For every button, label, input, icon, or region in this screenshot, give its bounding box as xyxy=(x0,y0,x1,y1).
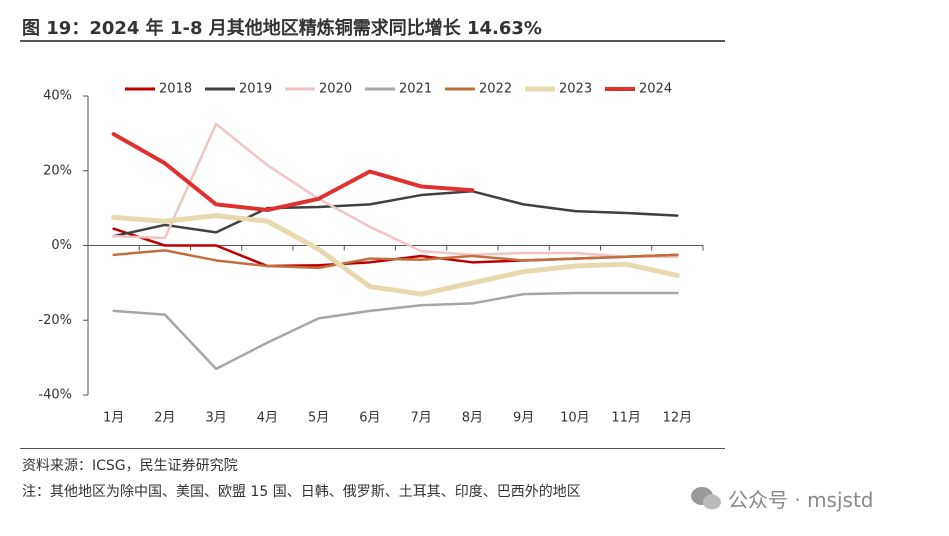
x-tick-label: 10月 xyxy=(560,411,590,426)
x-tick-label: 4月 xyxy=(257,411,278,426)
chart: -40% -20% 0% 20% 40% 1月 2月 3月 4月 5月 6月 7月 8月 9月 10月 11月… xyxy=(38,82,704,426)
footer-rule xyxy=(20,448,725,449)
series-line xyxy=(112,122,679,258)
series-line xyxy=(111,132,475,212)
y-tick-label: 40% xyxy=(43,89,72,104)
watermark: 公众号 · msjstd xyxy=(728,488,874,512)
legend-label: 2020 xyxy=(319,82,352,97)
legend-label: 2021 xyxy=(399,82,432,97)
series-line xyxy=(111,213,680,297)
x-tick-label: 2月 xyxy=(154,411,175,426)
note: 注：其他地区为除中国、美国、欧盟 15 国、日韩、俄罗斯、土耳其、印度、巴西外的… xyxy=(22,484,581,500)
x-tick-label: 1月 xyxy=(103,411,124,426)
series-line xyxy=(112,190,679,238)
source: 资料来源：ICSG，民生证券研究院 xyxy=(22,458,238,474)
x-tick-label: 12月 xyxy=(663,411,693,426)
x-tick-label: 7月 xyxy=(410,411,431,426)
x-tick-label: 5月 xyxy=(308,411,329,426)
title-rule xyxy=(20,40,725,42)
legend-label: 2023 xyxy=(559,82,592,97)
y-tick-label: -40% xyxy=(38,388,72,403)
legend-label: 2022 xyxy=(479,82,512,97)
x-tick-label: 6月 xyxy=(359,411,380,426)
y-tick-label: 0% xyxy=(51,238,72,253)
series-line xyxy=(112,291,679,371)
x-tick-label: 11月 xyxy=(611,411,641,426)
x-tick-label: 8月 xyxy=(462,411,483,426)
title: 图 19：2024 年 1-8 月其他地区精炼铜需求同比增长 14.63% xyxy=(22,18,542,39)
legend-label: 2018 xyxy=(159,82,192,97)
wechat-icon xyxy=(691,487,721,510)
x-tick-label: 9月 xyxy=(513,411,534,426)
legend-label: 2019 xyxy=(239,82,272,97)
x-tick-label: 3月 xyxy=(205,411,226,426)
series-line xyxy=(112,249,679,270)
legend-label: 2024 xyxy=(639,82,672,97)
y-tick-label: -20% xyxy=(38,313,72,328)
y-tick-label: 20% xyxy=(43,163,72,178)
